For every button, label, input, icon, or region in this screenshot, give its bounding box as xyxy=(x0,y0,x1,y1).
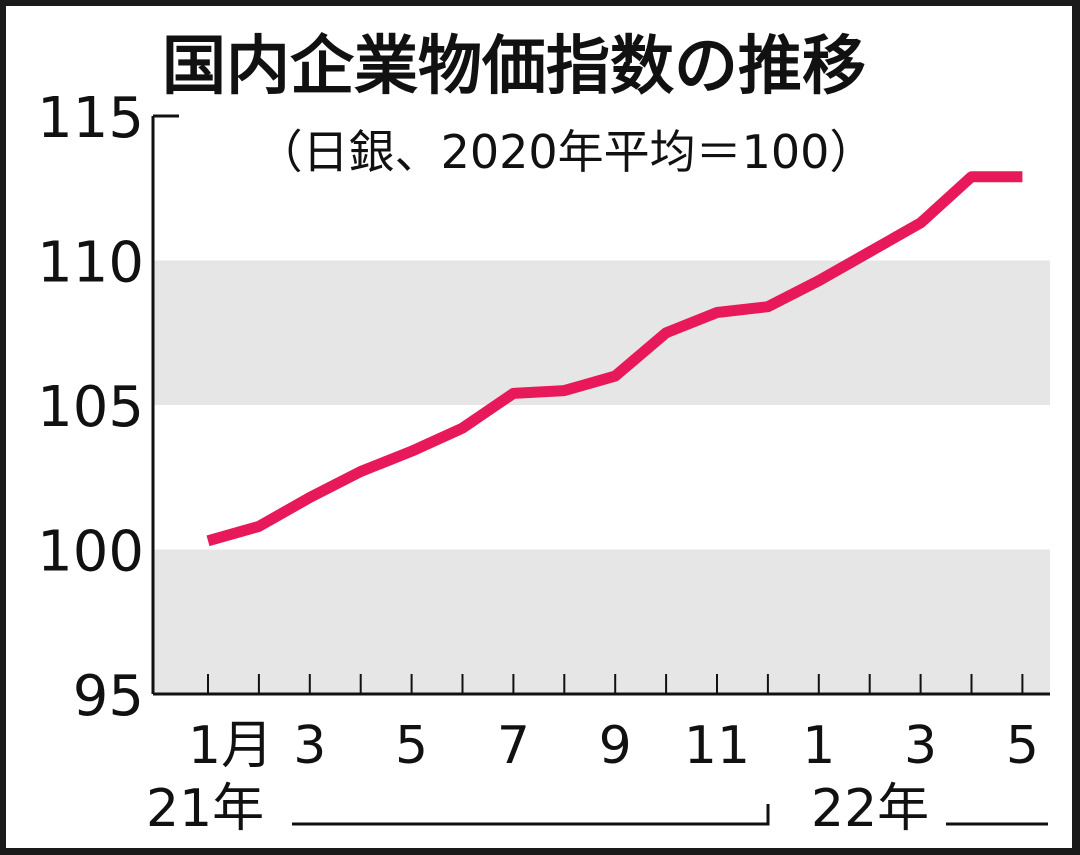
x-tick-marks xyxy=(207,674,1024,694)
series-layer xyxy=(206,171,1023,547)
x-tick-label: 11 xyxy=(684,716,750,776)
y-tick-label: 105 xyxy=(37,375,144,440)
y-tick-label: 110 xyxy=(37,231,144,296)
grid-band xyxy=(153,549,1050,694)
x-tick-label: 3 xyxy=(904,716,937,776)
x-tick-label: 3 xyxy=(293,716,326,776)
x-tick-label: 5 xyxy=(1006,716,1039,776)
y-tick-label: 95 xyxy=(73,664,144,729)
chart-title: 国内企業物価指数の推移 xyxy=(162,30,866,104)
year-label-2021: 21年 xyxy=(146,779,264,839)
x-tick-label: 5 xyxy=(395,716,428,776)
chart-card: 95 100 105 110 115 1月 3 5 7 9 11 1 3 5 21年 22年 国内企業物価… xyxy=(6,6,1072,848)
year-bracket-2021 xyxy=(292,804,770,826)
axes xyxy=(151,114,1050,696)
year-label-2022: 22年 xyxy=(811,779,929,839)
y-tick-labels: 95 100 105 110 115 xyxy=(37,86,144,729)
chart-subtitle: （日銀、2020年平均＝100） xyxy=(257,125,876,179)
y-tick-label: 100 xyxy=(37,520,144,585)
x-tick-label: 1 xyxy=(802,716,835,776)
x-tick-labels: 1月 3 5 7 9 11 1 3 5 xyxy=(188,716,1039,776)
x-tick-label: 1月 xyxy=(188,716,273,776)
y-tick-label: 115 xyxy=(37,86,144,151)
x-tick-label: 7 xyxy=(497,716,530,776)
background-bands xyxy=(153,260,1050,694)
year-labels: 21年 22年 xyxy=(146,779,1048,839)
x-tick-label: 9 xyxy=(599,716,632,776)
